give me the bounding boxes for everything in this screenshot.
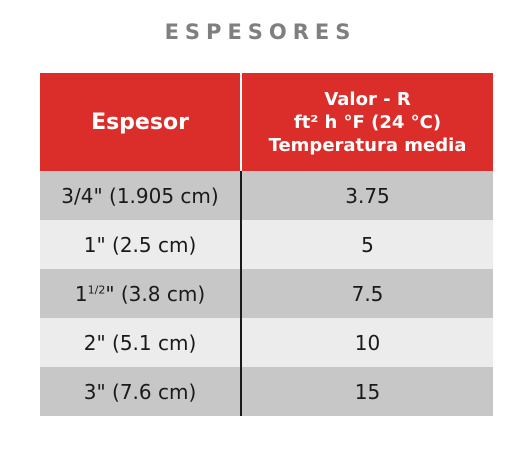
valor-r-cell: 7.5 xyxy=(241,269,493,318)
espesor-cell: 2" (5.1 cm) xyxy=(40,318,242,367)
header-valor-r-line2: ft² h °F (24 °C) xyxy=(293,111,442,133)
table-row: 11/2" (3.8 cm) 7.5 xyxy=(40,269,493,318)
valor-r-cell: 10 xyxy=(241,318,493,367)
table-header-row: Espesor Valor - R ft² h °F (24 °C) Tempe… xyxy=(40,73,493,171)
valor-r-cell: 15 xyxy=(241,367,493,416)
table-row: 1" (2.5 cm) 5 xyxy=(40,220,493,269)
header-valor-r-line3: Temperatura media xyxy=(268,134,467,156)
espesor-cell: 3" (7.6 cm) xyxy=(40,367,242,416)
table-row: 3/4" (1.905 cm) 3.75 xyxy=(40,171,493,220)
espesor-cell: 3/4" (1.905 cm) xyxy=(40,171,242,220)
valor-r-cell: 3.75 xyxy=(241,171,493,220)
espesor-cell: 1" (2.5 cm) xyxy=(40,220,242,269)
page-title: ESPESORES xyxy=(164,20,357,44)
valor-r-cell: 5 xyxy=(241,220,493,269)
header-valor-r: Valor - R ft² h °F (24 °C) Temperatura m… xyxy=(241,73,493,171)
espesor-whole: 1 xyxy=(74,281,88,306)
espesor-cell: 11/2" (3.8 cm) xyxy=(40,269,242,318)
table-row: 2" (5.1 cm) 10 xyxy=(40,318,493,367)
espesor-fraction: 1/2 xyxy=(87,282,106,296)
espesor-rest: " (3.8 cm) xyxy=(105,281,206,306)
table-row: 3" (7.6 cm) 15 xyxy=(40,367,493,416)
header-espesor: Espesor xyxy=(40,73,242,171)
header-valor-r-line1: Valor - R xyxy=(324,88,411,110)
thickness-table: Espesor Valor - R ft² h °F (24 °C) Tempe… xyxy=(40,73,493,416)
